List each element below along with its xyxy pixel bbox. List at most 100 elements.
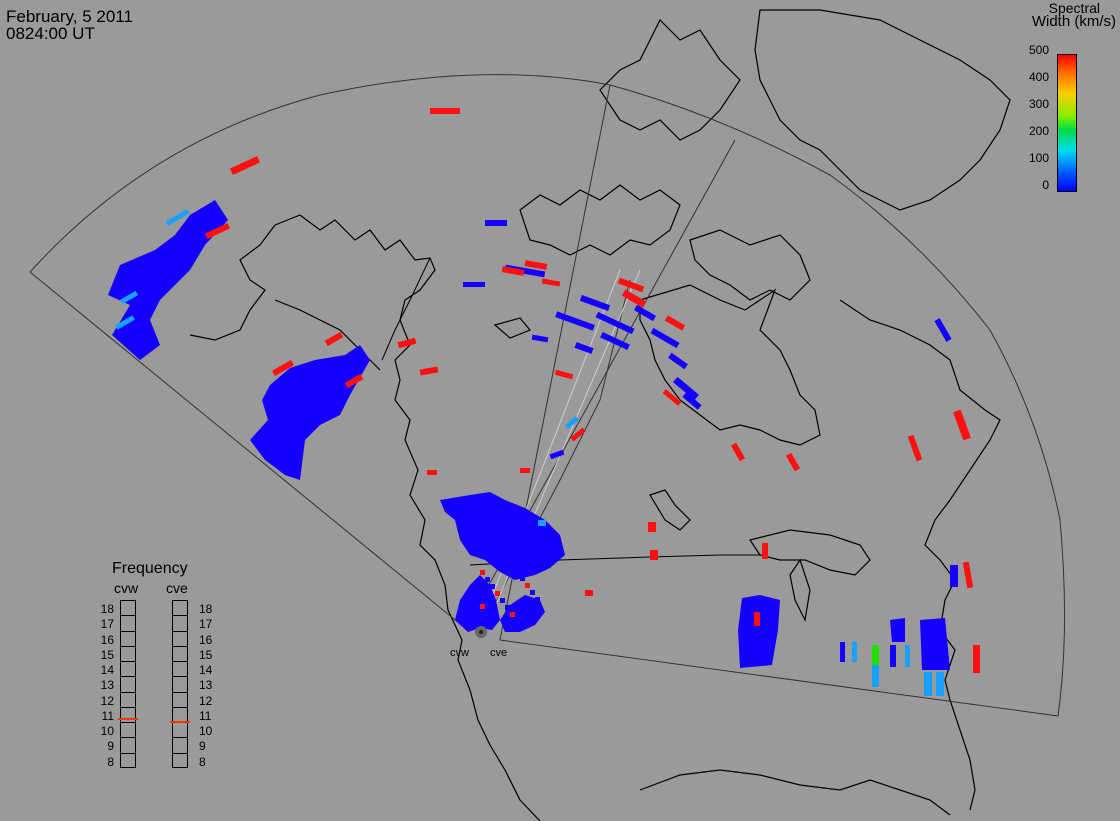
echo-cell: [650, 550, 658, 560]
echo-cell: [905, 645, 910, 667]
echo-cell: [485, 611, 490, 616]
echo-cell: [530, 590, 535, 595]
echo-cell: [600, 331, 630, 351]
radar-site-center: [479, 630, 483, 634]
scatter-echoes: [108, 108, 980, 696]
colorbar-title-line1: Spectral: [1048, 0, 1100, 16]
colorbar-title-line2: Width (km/s): [1031, 13, 1116, 30]
echo-cell: [541, 278, 561, 287]
echo-cell: [730, 442, 746, 462]
frequency-grid-line: [121, 661, 135, 663]
gulf-coast: [639, 769, 951, 816]
echo-cell: [973, 645, 980, 673]
echo-cell: [324, 331, 344, 347]
echo-cell: [504, 264, 546, 278]
time-label: 0824:00 UT: [6, 24, 95, 43]
radar-label-cve: cve: [490, 647, 508, 659]
echo-cell: [664, 315, 686, 331]
echo-cell: [119, 290, 139, 305]
fov-cve-east-edge: [499, 639, 1059, 717]
frequency-grid-line: [173, 661, 187, 663]
echo-cell: [852, 642, 857, 662]
frequency-tick-right: 15: [199, 647, 213, 662]
frequency-tick-left: 17: [100, 617, 114, 632]
echo-cell: [430, 108, 460, 114]
echo-cell: [554, 369, 574, 380]
coastlines: [189, 9, 1011, 821]
frequency-column-cve: [170, 600, 190, 768]
frequency-grid-line: [121, 630, 135, 632]
echo-cell: [463, 282, 485, 287]
great-bear-lake: [493, 317, 531, 339]
frequency-grid-line: [173, 722, 187, 724]
echo-cell: [549, 449, 565, 460]
frequency-grid-line: [121, 752, 135, 754]
colorbar-tick-0: 0: [1042, 178, 1049, 192]
echo-cell: [890, 645, 896, 667]
colorbar-tick-100: 100: [1028, 151, 1049, 165]
echo-cell: [579, 295, 611, 311]
arctic-north: [599, 18, 741, 141]
echo-cell: [397, 337, 417, 349]
echo-cell: [621, 289, 647, 308]
frequency-marker-cve: [170, 720, 190, 723]
frequency-grid-line: [173, 706, 187, 708]
echo-cell: [485, 577, 490, 582]
colorbar-tick-500: 500: [1028, 43, 1049, 57]
alaska-peninsula: [189, 224, 276, 341]
frequency-tick-left: 15: [100, 647, 114, 662]
fov-outer-arc: [29, 74, 1066, 717]
frequency-tick-left: 14: [100, 663, 114, 678]
echo-cell: [936, 672, 944, 696]
frequency-grid-line: [173, 737, 187, 739]
echo-cell: [872, 665, 879, 687]
echo-cell: [271, 359, 295, 377]
echo-cell: [419, 366, 439, 376]
echo-cell: [840, 642, 845, 662]
echo-cell: [872, 645, 879, 665]
colorbar-tick-300: 300: [1028, 97, 1049, 111]
frequency-tick-right: 10: [199, 724, 213, 739]
frequency-title: Frequency: [112, 560, 188, 577]
echo-cell: [520, 468, 530, 473]
echo-cell: [505, 605, 510, 610]
echo-cell: [490, 584, 495, 589]
frequency-grid-line: [121, 737, 135, 739]
date-label: February, 5 2011: [6, 7, 133, 26]
frequency-tick-right: 8: [199, 754, 206, 769]
frequency-tick-right: 17: [199, 617, 213, 632]
echo-cell: [524, 260, 548, 270]
boundaries: [381, 257, 760, 566]
echo-cell: [510, 612, 515, 617]
frequency-grid-line: [121, 645, 135, 647]
frequency-tick-left: 16: [100, 632, 114, 647]
echo-cell: [595, 311, 635, 335]
echo-cell: [648, 522, 656, 532]
echo-band-alaska-south: [250, 345, 370, 480]
echo-cell: [934, 318, 952, 342]
frequency-tick-right: 14: [199, 663, 213, 678]
echo-cell: [501, 266, 525, 276]
echo-cell: [229, 155, 261, 176]
colorbar: [1057, 54, 1077, 192]
echo-cell: [890, 618, 905, 642]
echo-cell: [500, 598, 505, 603]
frequency-tick-right: 16: [199, 632, 213, 647]
frequency-grid-line: [173, 676, 187, 678]
fov-cvw-west-edge: [29, 271, 466, 629]
frequency-tick-left: 12: [100, 693, 114, 708]
echo-cell: [617, 277, 645, 293]
frequency-tick-left: 10: [100, 724, 114, 739]
frequency-grid-line: [173, 645, 187, 647]
echo-cell: [344, 373, 364, 389]
arctic-islands: [519, 184, 681, 256]
lake-winnipeg: [649, 489, 691, 531]
echo-cell: [535, 597, 540, 602]
frequency-radar-cvw: cvw: [114, 580, 139, 596]
greenland-coast: [754, 9, 1011, 211]
frequency-grid-line: [121, 615, 135, 617]
frequency-grid-line: [173, 752, 187, 754]
echo-cell: [495, 591, 500, 596]
lake-michigan: [789, 558, 811, 622]
